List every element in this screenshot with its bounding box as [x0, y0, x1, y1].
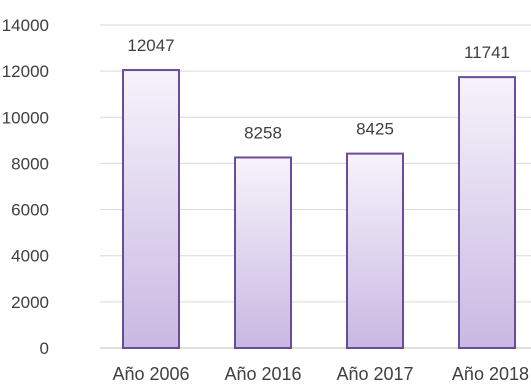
y-tick-label: 0 [40, 339, 49, 358]
data-labels: 12047 8258 8425 11741 [127, 36, 510, 142]
category-label: Año 2006 [112, 364, 189, 384]
y-tick-label: 10000 [2, 108, 49, 127]
y-tick-label: 8000 [11, 154, 49, 173]
data-label: 12047 [127, 36, 174, 55]
y-tick-label: 12000 [2, 62, 49, 81]
y-axis-tick-labels: 0 2000 4000 6000 8000 10000 12000 14000 [2, 16, 49, 358]
category-label: Año 2016 [224, 364, 301, 384]
bar-3 [458, 76, 516, 350]
y-tick-label: 2000 [11, 293, 49, 312]
data-label: 8258 [244, 123, 282, 142]
x-axis-category-labels: Año 2006 Año 2016 Año 2017 Año 2018 [112, 364, 529, 384]
data-label: 8425 [356, 120, 394, 139]
category-label: Año 2018 [452, 364, 529, 384]
y-tick-label: 4000 [11, 247, 49, 266]
bars [122, 69, 516, 350]
y-tick-label: 6000 [11, 201, 49, 220]
category-label: Año 2017 [336, 364, 413, 384]
bar-2 [346, 152, 404, 349]
bar-1 [234, 156, 292, 349]
data-label: 11741 [464, 43, 510, 62]
bar-0 [122, 69, 180, 349]
y-tick-label: 14000 [2, 16, 49, 35]
